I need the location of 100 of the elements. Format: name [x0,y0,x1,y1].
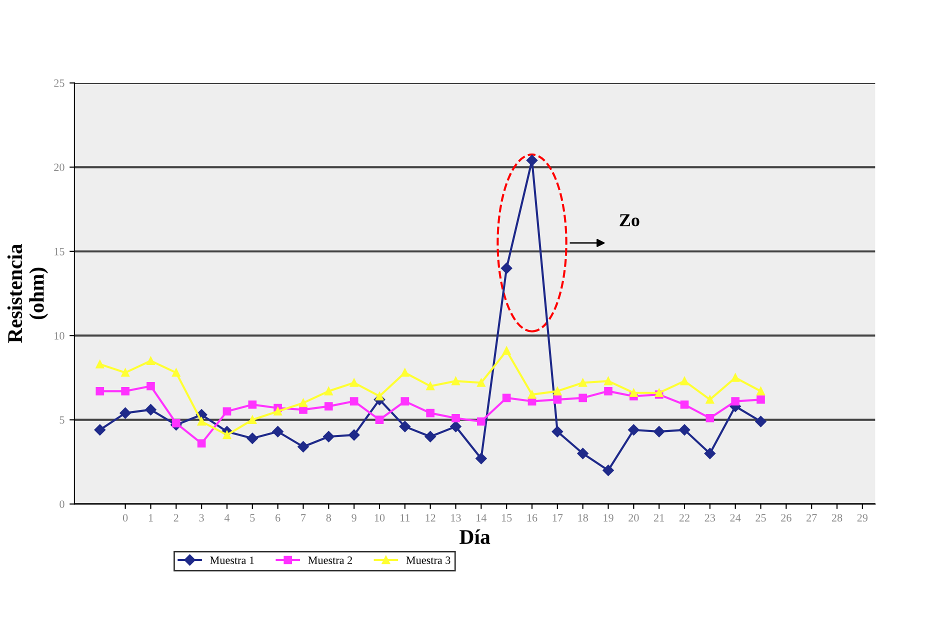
point [731,397,740,406]
point [476,417,486,426]
point [222,407,232,416]
x-tick-label: 2 [174,514,178,522]
point [476,378,486,387]
point [755,416,766,428]
x-tick-label: 0 [122,514,128,522]
x-tick-label: 25 [756,514,766,522]
x-tick-label: 20 [628,514,639,522]
point [604,376,612,386]
point [426,382,434,390]
y-tick-label: 5 [60,416,64,424]
y-tick-label: 0 [60,500,64,508]
x-tick-label: 22 [679,514,690,522]
point [502,346,511,355]
point [731,374,740,382]
x-tick-label: 16 [527,514,538,522]
x-tick-label: 29 [857,514,868,522]
x-tick-label: 19 [604,514,614,522]
point [246,432,258,444]
x-tick-label: 11 [400,514,410,522]
x-tick-label: 5 [250,514,255,522]
point [476,452,487,464]
point [450,420,462,432]
point [96,387,104,396]
point [452,376,460,386]
point [678,424,690,436]
point [350,378,358,387]
point [602,464,614,476]
point [399,420,411,432]
point [375,392,384,400]
x-tick-label: 15 [502,514,512,522]
point [704,448,716,460]
x-tick-label: 28 [832,514,842,522]
point [400,397,410,406]
point [272,426,284,438]
point [528,390,536,399]
x-axis-title: Día [460,529,490,544]
point [248,400,257,409]
point [628,424,640,436]
point [145,404,156,416]
x-tick-label: 23 [704,514,716,522]
point [424,431,436,442]
point [274,407,282,416]
x-tick-label: 6 [276,514,280,522]
point [680,400,689,409]
point [121,387,130,396]
point [756,387,765,396]
x-tick-label: 14 [476,514,487,522]
point [96,360,104,368]
legend-label: Muestra 3 [406,556,450,564]
point [324,387,333,396]
x-tick-label: 7 [301,514,306,522]
point [197,417,206,426]
annotation: Zo [620,214,640,226]
x-tick-label: 26 [781,514,792,522]
point [172,419,180,428]
point [526,154,538,166]
x-tick-label: 18 [578,514,588,522]
point [630,388,638,398]
y-axis-title: Resistencia (ohm) [7,244,48,343]
point [350,397,358,406]
point [706,414,714,422]
point [222,430,232,440]
x-tick-label: 3 [199,514,204,522]
point [426,408,434,418]
point [578,378,588,387]
point [348,429,360,441]
point [375,416,384,424]
x-tick-label: 4 [224,514,230,522]
y-tick-label: 25 [54,79,64,87]
y-tick-label: 15 [54,248,64,256]
x-tick-label: 21 [654,514,664,522]
point [299,398,308,408]
legend-label: Muestra 1 [210,556,254,564]
point [653,426,665,438]
x-tick-label: 12 [426,514,436,522]
point [500,262,512,274]
point [146,356,155,366]
point [452,414,460,422]
point [197,439,206,448]
y-tick-label: 10 [54,332,64,340]
point [578,394,588,402]
x-tick-label: 13 [451,514,461,522]
point [502,394,511,402]
point [298,441,309,452]
point [604,387,612,396]
x-tick-label: 8 [326,514,332,522]
x-tick-label: 10 [374,514,385,522]
y-tick-label: 20 [54,164,64,172]
point [553,395,562,404]
point [248,416,257,424]
x-tick-label: 27 [806,514,817,522]
point [146,382,155,390]
point [706,395,714,404]
point [680,376,689,386]
point [553,387,562,396]
point [323,431,334,442]
x-tick-label: 1 [148,514,153,522]
point [172,368,180,377]
